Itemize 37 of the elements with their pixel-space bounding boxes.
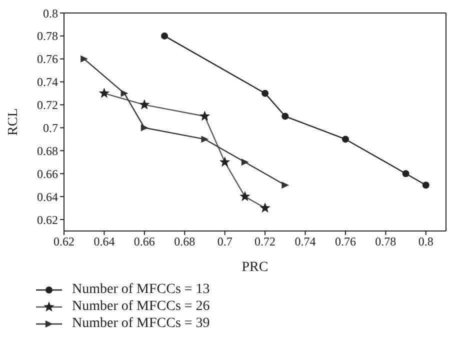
x-tick-label: 0.74 [294,234,316,249]
y-tick-label: 0.76 [37,52,58,66]
legend-label: Number of MFCCs = 26 [72,298,210,314]
y-axis-title: RCL [6,108,21,136]
point [342,136,349,143]
point [282,182,290,189]
x-tick-label: 0.66 [134,234,155,249]
x-tick-label: 0.78 [375,234,396,249]
y-tick-label: 0.64 [37,190,58,204]
legend-label: Number of MFCCs = 13 [72,282,210,298]
point [120,90,128,97]
point [282,112,289,120]
x-tick-label: 0.62 [54,234,74,249]
y-tick-label: 0.62 [37,212,58,227]
point [80,55,88,62]
point [201,136,209,143]
point [402,170,410,178]
point [262,90,269,97]
y-tick-label: 0.7 [43,120,58,135]
point [241,158,249,166]
x-tick-label: 0.64 [94,234,115,249]
y-tick-label: 0.68 [37,144,58,158]
point [422,182,430,189]
x-tick-label: 0.7 [217,234,232,249]
legend-label: Number of MFCCs = 39 [72,316,210,332]
y-tick-label: 0.74 [37,75,58,90]
y-tick-label: 0.72 [37,98,58,112]
x-tick-label: 0.72 [254,234,276,249]
x-tick-label: 0.68 [174,234,196,249]
x-tick-label: 0.76 [334,234,356,249]
point [161,32,168,40]
x-axis-title: PRC [242,260,268,275]
y-tick-label: 0.8 [43,6,58,20]
point [140,124,148,132]
y-tick-label: 0.66 [37,166,58,181]
x-tick-label: 0.8 [418,234,434,249]
y-tick-label: 0.78 [37,29,58,44]
